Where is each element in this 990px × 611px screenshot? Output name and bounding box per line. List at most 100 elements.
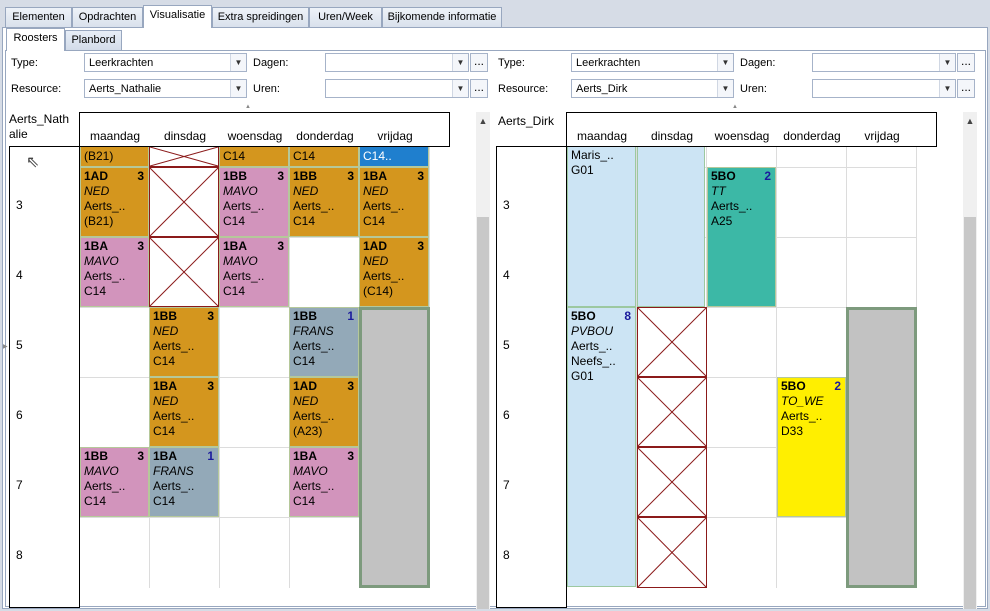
lesson-block[interactable]: (B21) (80, 146, 149, 167)
lesson-block[interactable]: 1BB 3 MAVO Aerts_.. C14 (80, 447, 149, 517)
left-hour-column: 3 4 5 6 7 8 (9, 146, 80, 608)
left-vertical-scrollbar[interactable]: ▲ (476, 112, 490, 609)
lesson-count: 3 (417, 169, 424, 183)
right-resource-name: Aerts_Dirk (498, 114, 555, 128)
lesson-class: 1BB (153, 309, 178, 323)
hour-label: 3 (503, 198, 510, 212)
blocked-cell (149, 167, 219, 237)
lesson-block[interactable]: 5BO 2 TT Aerts_.. A25 (707, 167, 776, 307)
right-type-select[interactable]: Leerkrachten ▼ (571, 53, 734, 72)
lesson-teacher: Aerts_.. (571, 339, 613, 353)
lesson-class: 1BA (223, 239, 248, 253)
lesson-block[interactable]: 1BA 3 NED Aerts_.. C14 (149, 377, 219, 447)
left-uren-browse-button[interactable]: ... (470, 79, 488, 98)
subtab-planbord[interactable]: Planbord (65, 30, 122, 50)
lesson-class: 1BA (363, 169, 388, 183)
splitter-grip-icon[interactable]: ▶ (3, 344, 8, 350)
lesson-block[interactable]: 1AD 3 NED Aerts_.. (A23) (289, 377, 359, 447)
lesson-teacher: Neefs_.. (571, 354, 616, 368)
lesson-count: 3 (347, 379, 354, 393)
blocked-cell (149, 146, 219, 167)
blocked-cell (637, 517, 707, 588)
lesson-room: (B21) (84, 214, 114, 228)
lesson-block[interactable]: 1BB 3 NED Aerts_.. C14 (149, 307, 219, 377)
lesson-subject: MAVO (84, 254, 119, 268)
blocked-cell (637, 307, 707, 377)
lesson-count: 3 (137, 169, 144, 183)
hour-label: 8 (503, 548, 510, 562)
scroll-thumb[interactable] (964, 217, 976, 609)
right-resource-select[interactable]: Aerts_Dirk ▼ (571, 79, 734, 98)
left-dagen-select[interactable]: ▼ (325, 53, 469, 72)
left-day-header: maandag dinsdag woensdag donderdag vrijd… (79, 112, 450, 147)
lesson-room: C14 (293, 494, 316, 508)
lesson-teacher: Aerts_.. (363, 269, 405, 283)
type-label-right: Type: (498, 57, 525, 69)
tab-extra-spreidingen[interactable]: Extra spreidingen (212, 7, 309, 27)
scroll-up-icon[interactable]: ▲ (478, 116, 488, 126)
lesson-block[interactable]: 1BA 3 MAVO Aerts_.. C14 (80, 237, 149, 307)
lesson-block[interactable]: Maris_.. G01 (567, 146, 636, 307)
splitter-grip-icon[interactable]: ▲ (245, 104, 251, 110)
lesson-room: C14.. (363, 149, 392, 163)
left-dagen-browse-button[interactable]: ... (470, 53, 488, 72)
main-tabbar: Elementen Opdrachten Visualisatie Extra … (0, 0, 990, 28)
lesson-block[interactable]: 1BB 1 FRANS Aerts_.. C14 (289, 307, 359, 377)
left-resource-select[interactable]: Aerts_Nathalie ▼ (84, 79, 247, 98)
lesson-subject: NED (293, 394, 319, 408)
lesson-block[interactable]: 1BA 1 FRANS Aerts_.. C14 (149, 447, 219, 517)
lesson-block[interactable] (637, 146, 705, 307)
lesson-block[interactable]: 1AD 3 NED Aerts_.. (C14) (359, 237, 429, 307)
day-header: woensdag (227, 129, 283, 143)
lesson-block[interactable]: 1BB 3 MAVO Aerts_.. C14 (219, 167, 289, 237)
hour-label: 7 (503, 478, 510, 492)
tab-opdrachten[interactable]: Opdrachten (72, 7, 143, 27)
splitter-grip-icon[interactable]: ▲ (732, 104, 738, 110)
uren-label-right: Uren: (740, 83, 767, 95)
right-dagen-select[interactable]: ▼ (812, 53, 956, 72)
lesson-block[interactable]: 1BB 3 NED Aerts_.. C14 (289, 167, 359, 237)
lesson-block[interactable]: 1BA 3 MAVO Aerts_.. C14 (219, 237, 289, 307)
scroll-up-icon[interactable]: ▲ (965, 116, 975, 126)
right-vertical-scrollbar[interactable]: ▲ (963, 112, 977, 609)
lesson-room: C14 (153, 424, 176, 438)
right-uren-browse-button[interactable]: ... (957, 79, 975, 98)
lesson-block[interactable]: 1BA 3 MAVO Aerts_.. C14 (289, 447, 359, 517)
tab-elementen[interactable]: Elementen (5, 7, 72, 27)
lesson-class: 1AD (293, 379, 318, 393)
day-header: dinsdag (163, 129, 207, 143)
lesson-count: 3 (277, 239, 284, 253)
lesson-class: 1AD (363, 239, 388, 253)
left-type-select[interactable]: Leerkrachten ▼ (84, 53, 247, 72)
lesson-room: C14 (363, 214, 386, 228)
right-dagen-browse-button[interactable]: ... (957, 53, 975, 72)
lesson-room: C14 (223, 214, 246, 228)
lesson-teacher: Aerts_.. (223, 199, 265, 213)
lesson-teacher: Aerts_.. (84, 479, 126, 493)
lesson-room: C14 (153, 354, 176, 368)
lesson-subject: MAVO (223, 184, 258, 198)
tab-bijkomende-informatie[interactable]: Bijkomende informatie (382, 7, 502, 27)
subtab-roosters[interactable]: Roosters (6, 28, 65, 51)
right-uren-select[interactable]: ▼ (812, 79, 956, 98)
lesson-teacher: Aerts_.. (153, 479, 195, 493)
scroll-thumb[interactable] (477, 217, 489, 609)
tab-uren-week[interactable]: Uren/Week (309, 7, 382, 27)
lesson-block[interactable]: 5BO 2 TO_WE Aerts_.. D33 (777, 377, 846, 517)
lesson-class: 5BO (711, 169, 736, 183)
lesson-block[interactable]: C14.. (359, 146, 429, 167)
lesson-subject: NED (84, 184, 110, 198)
tab-visualisatie[interactable]: Visualisatie (143, 5, 212, 28)
lesson-teacher: Aerts_.. (293, 479, 335, 493)
lesson-class: 1BB (293, 309, 318, 323)
lesson-block[interactable]: C14 (289, 146, 359, 167)
lesson-block[interactable]: 1AD 3 NED Aerts_.. (B21) (80, 167, 149, 237)
left-uren-select[interactable]: ▼ (325, 79, 469, 98)
lesson-count: 2 (764, 169, 771, 183)
lesson-teacher: Maris_.. (571, 148, 614, 162)
lesson-block[interactable]: 5BO 8 PVBOU Aerts_.. Neefs_.. G01 (567, 307, 636, 587)
blocked-cell (149, 237, 219, 307)
lesson-subject: NED (363, 184, 389, 198)
lesson-block[interactable]: 1BA 3 NED Aerts_.. C14 (359, 167, 429, 237)
lesson-block[interactable]: C14 (219, 146, 289, 167)
